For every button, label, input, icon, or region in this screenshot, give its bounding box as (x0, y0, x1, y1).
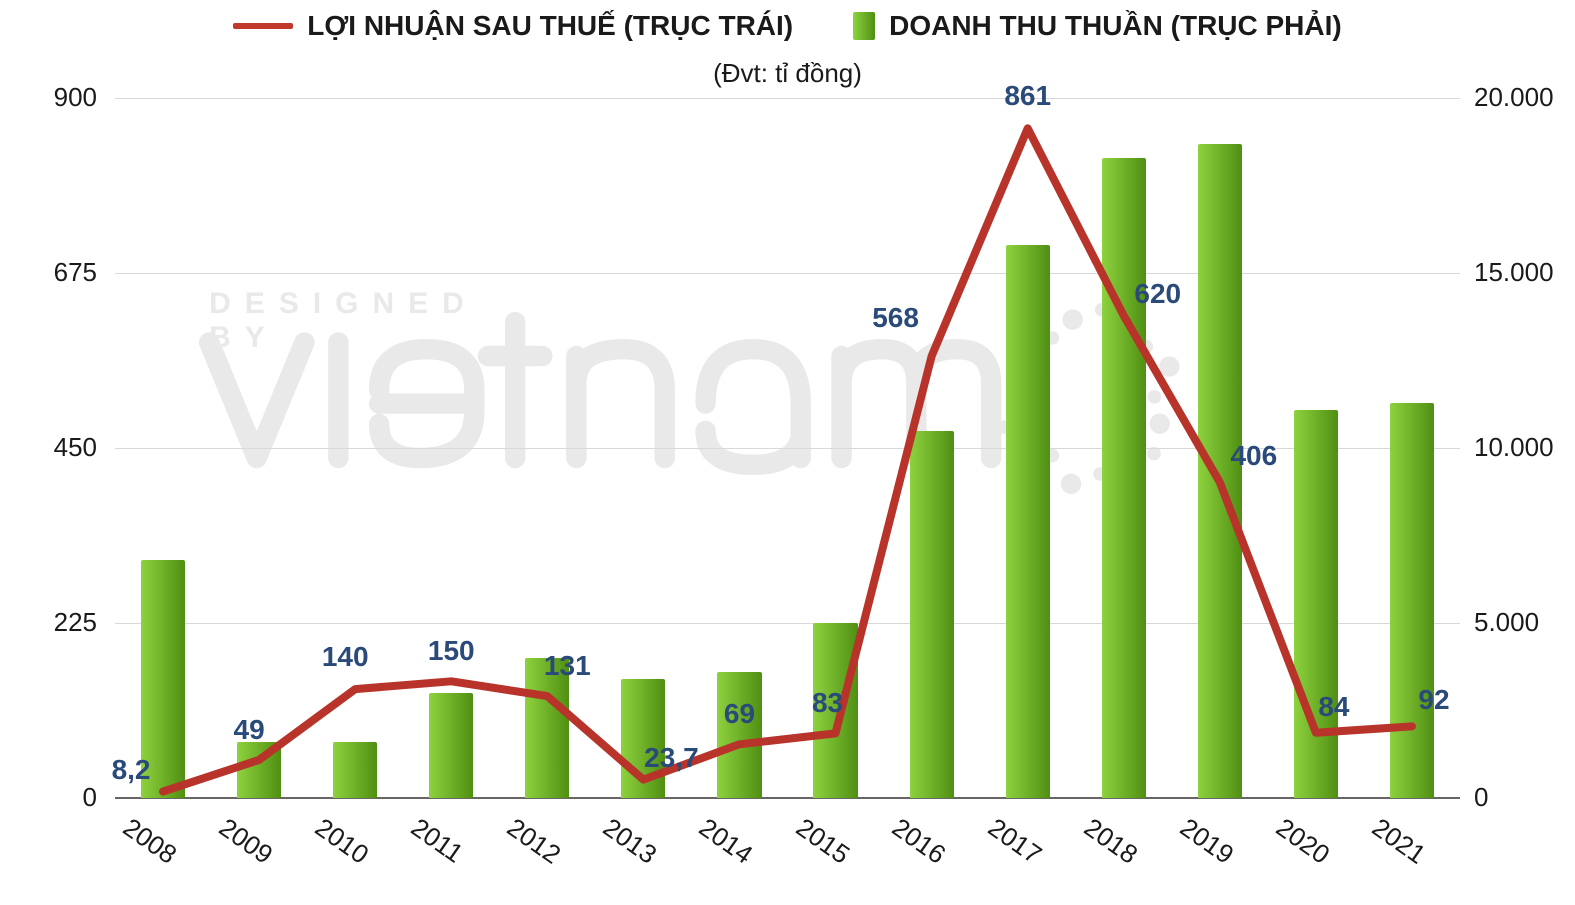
line-data-label: 140 (322, 641, 369, 673)
ytick-right: 5.000 (1474, 607, 1539, 638)
x-axis-label: 2010 (309, 812, 374, 871)
x-axis-label: 2012 (502, 812, 567, 871)
ytick-right: 0 (1474, 782, 1488, 813)
plot-area: DESIGNED BY 8,24914015013123,76983568861… (115, 98, 1460, 798)
line-data-label: 406 (1230, 440, 1277, 472)
ytick-left: 675 (0, 257, 97, 288)
line-data-label: 620 (1134, 278, 1181, 310)
legend: LỢI NHUẬN SAU THUẾ (TRỤC TRÁI) DOANH THU … (0, 10, 1575, 42)
ytick-right: 10.000 (1474, 432, 1554, 463)
x-axis-label: 2011 (405, 812, 469, 869)
x-axis-label: 2016 (886, 812, 951, 871)
line-data-label: 131 (544, 650, 591, 682)
line-data-label: 568 (872, 302, 919, 334)
ytick-right: 20.000 (1474, 82, 1554, 113)
x-axis-label: 2017 (982, 812, 1047, 871)
x-axis-label: 2013 (598, 812, 663, 871)
ytick-left: 900 (0, 82, 97, 113)
line-data-label: 69 (724, 698, 755, 730)
legend-line-swatch (233, 23, 293, 29)
x-axis-label: 2009 (213, 812, 278, 871)
x-axis-label: 2020 (1270, 812, 1335, 871)
line-data-label: 8,2 (112, 754, 151, 786)
chart-subtitle: (Đvt: tỉ đồng) (0, 58, 1575, 89)
legend-item-line: LỢI NHUẬN SAU THUẾ (TRỤC TRÁI) (233, 10, 793, 42)
line-data-label: 150 (428, 635, 475, 667)
line-data-label: 23,7 (644, 742, 699, 774)
x-axis-label: 2021 (1366, 812, 1431, 871)
ytick-left: 0 (0, 782, 97, 813)
ytick-left: 450 (0, 432, 97, 463)
x-axis-label: 2014 (694, 812, 759, 871)
legend-bar-swatch (853, 12, 875, 40)
ytick-left: 225 (0, 607, 97, 638)
line-data-label: 861 (1004, 80, 1051, 112)
x-axis-label: 2018 (1078, 812, 1143, 871)
ytick-right: 15.000 (1474, 257, 1554, 288)
legend-label: LỢI NHUẬN SAU THUẾ (TRỤC TRÁI) (307, 10, 793, 42)
combo-chart: LỢI NHUẬN SAU THUẾ (TRỤC TRÁI) DOANH THU … (0, 0, 1575, 905)
line-data-label: 92 (1418, 684, 1449, 716)
x-axis-label: 2019 (1174, 812, 1239, 871)
x-axis-label: 2015 (790, 812, 855, 871)
line-data-label: 49 (234, 714, 265, 746)
line-data-label: 84 (1318, 691, 1349, 723)
x-axis-label: 2008 (117, 812, 182, 871)
line-data-label: 83 (812, 687, 843, 719)
legend-item-bar: DOANH THU THUẦN (TRỤC PHẢI) (853, 10, 1342, 42)
legend-label: DOANH THU THUẦN (TRỤC PHẢI) (889, 10, 1342, 42)
